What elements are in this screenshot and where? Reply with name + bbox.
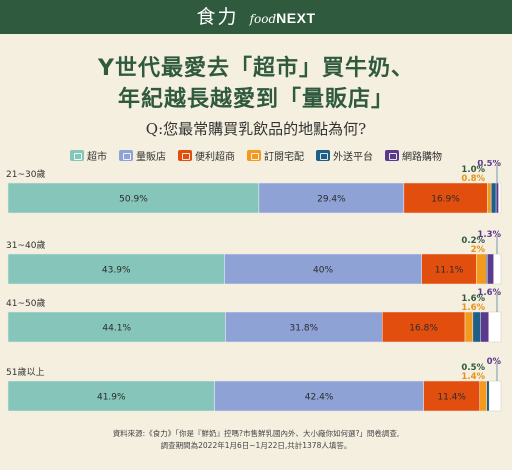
warehouse-icon [119,149,133,161]
data-label: 29.4% [317,195,346,205]
small-value-label: 1.0% [461,165,485,175]
legend-label: 網路購物 [402,151,442,163]
data-label: 50.9% [119,195,148,205]
survey-question: Q:您最常購買乳飲品的地點為何? [145,120,367,138]
small-value-label: 0.2% [461,236,485,246]
data-label: 44.1% [102,324,131,334]
data-label: 16.8% [409,324,438,334]
bar-segment [472,311,481,343]
store-icon [70,149,84,161]
small-value-label: 0.8% [461,174,485,184]
category-label: 51歲以上 [6,366,44,378]
convenience-store-icon [178,149,192,161]
small-value-label: 2% [471,245,486,255]
shopping-cart-icon [385,149,399,161]
bar-segment [214,380,424,412]
small-value-label: 1.6% [477,288,501,298]
bar-segment [486,182,492,214]
category-label: 41~50歲 [6,297,45,309]
data-label: 31.8% [290,324,319,334]
legend-item: 網路購物 [385,148,442,163]
category-label: 31~40歲 [6,239,45,251]
bar-segment [490,182,497,214]
data-label: 43.9% [102,266,131,276]
delivery-scooter-icon [316,149,330,161]
small-value-label: 0.5% [461,363,485,373]
bar-segment [476,253,487,285]
bar-segment [480,311,489,343]
small-value-label: 0.5% [477,160,501,169]
bar-segment [224,253,422,285]
data-label: 11.1% [435,266,464,276]
small-value-label: 1.3% [477,230,501,240]
legend-item: 便利超商 [178,148,235,163]
data-label: 11.4% [437,393,466,403]
data-label: 42.4% [305,393,334,403]
chart-legend: 超市 量販店 便利超商 訂閱宅配 外送平台 網路購物 [0,146,512,164]
legend-label: 超市 [87,151,107,163]
category-label: 21~30歲 [6,168,45,180]
brand-name-food: food [249,12,277,26]
delivery-box-icon [247,149,261,161]
legend-item: 訂閱宅配 [247,148,304,163]
source-line-1: 資料來源:《食力》「你是『鮮奶』控嗎?市售鮮乳國內外、大小廠你如何選?」問卷調查… [112,429,400,438]
source-note: 資料來源:《食力》「你是『鮮奶』控嗎?市售鮮乳國內外、大小廠你如何選?」問卷調查… [0,428,512,452]
legend-label: 外送平台 [333,151,373,163]
brand-logo: 食力 foodNEXT [0,0,512,34]
bar-segment [423,380,481,412]
legend-label: 訂閱宅配 [264,151,304,163]
bar-segment [7,380,215,412]
bar-segment [486,253,494,285]
bar-segment [258,182,405,214]
legend-item: 超市 [70,148,107,163]
small-value-label: 0% [487,357,502,367]
legend-label: 便利超商 [195,151,235,163]
title-line-2: 年紀越長越愛到「量販店」 [117,87,394,112]
data-label: 40% [313,266,333,276]
small-value-label: 1.6% [461,303,485,313]
legend-label: 量販店 [136,151,166,163]
bar-segment [7,311,226,343]
brand-name-zh: 食力 [196,6,239,28]
bar-segment [403,182,488,214]
bar-segment [7,253,225,285]
bar-segment [421,253,477,285]
bar-segment [495,182,499,214]
small-value-label: 1.6% [461,294,485,304]
data-label: 41.9% [97,393,126,403]
bar-segment [486,380,490,412]
header-bar [0,0,512,34]
data-label: 16.9% [431,195,460,205]
brand-name-next: NEXT [276,10,316,26]
bar-segment [381,311,466,343]
source-line-2: 調查期間為2022年1月6日~1月22日,共計1378人填答。 [160,441,352,450]
title-line-1: Y世代最愛去「超市」買牛奶、 [98,56,414,81]
legend-item: 外送平台 [316,148,373,163]
bar-segment [464,311,474,343]
bar-segment [225,311,383,343]
legend-item: 量販店 [119,148,166,163]
small-value-label: 1.4% [461,372,485,382]
bar-segment [479,380,487,412]
